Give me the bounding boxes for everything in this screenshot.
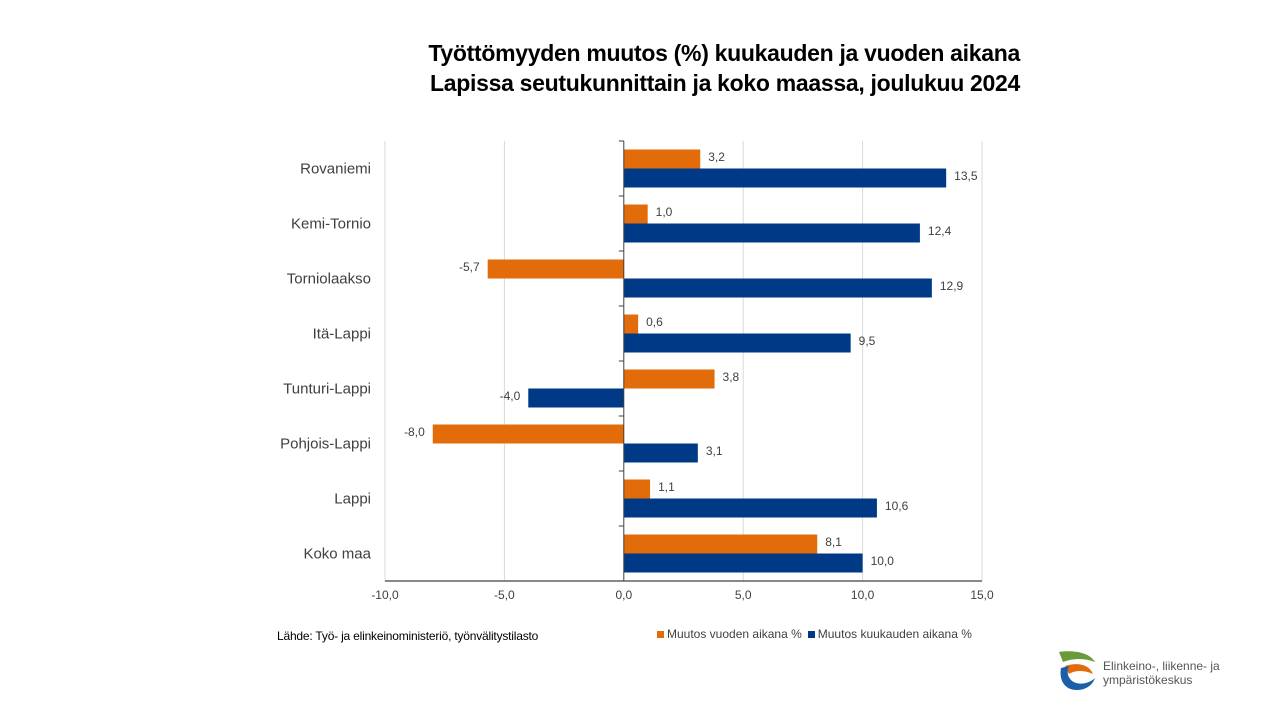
data-label: 10,6: [885, 499, 909, 513]
bar-year: [623, 314, 639, 334]
bar-month: [528, 388, 624, 408]
data-label: 8,1: [825, 535, 842, 549]
data-label: -8,0: [404, 425, 425, 439]
logo-text-line2: ympäristökeskus: [1103, 673, 1193, 687]
data-label: 10,0: [871, 554, 895, 568]
category-label: Itä-Lappi: [313, 325, 371, 342]
category-label: Rovaniemi: [300, 160, 371, 177]
data-label: 9,5: [859, 334, 876, 348]
data-label: 0,6: [646, 315, 663, 329]
data-label: 12,4: [928, 224, 952, 238]
x-tick-label: 15,0: [970, 588, 994, 602]
logo-text: Elinkeino-, liikenne- ja ympäristökeskus: [1103, 659, 1220, 687]
legend-label-month: Muutos kuukauden aikana %: [817, 627, 972, 641]
category-label: Kemi-Tornio: [291, 215, 371, 232]
category-label: Koko maa: [303, 545, 371, 562]
data-label: 3,2: [708, 150, 725, 164]
bar-year: [623, 534, 818, 554]
data-label: 13,5: [954, 169, 978, 183]
bar-year: [432, 424, 624, 444]
x-tick-label: 0,0: [615, 588, 632, 602]
bar-month: [623, 168, 947, 188]
data-label: 12,9: [940, 279, 964, 293]
ely-logo-icon: [1059, 651, 1095, 690]
legend-item-year: Muutos vuoden aikana %: [657, 627, 802, 641]
bar-year: [623, 204, 648, 224]
bar-year: [623, 479, 651, 499]
bar-month: [623, 498, 877, 518]
data-label: 3,1: [706, 444, 723, 458]
bar-year: [623, 369, 715, 389]
bar-month: [623, 278, 932, 298]
legend-swatch-month: [807, 630, 815, 638]
data-label: 1,1: [658, 480, 675, 494]
category-label: Lappi: [334, 490, 371, 507]
chart-title: Työttömyyden muutos (%) kuukauden ja vuo…: [290, 38, 1020, 98]
data-label: 1,0: [656, 205, 673, 219]
x-tick-label: 5,0: [735, 588, 752, 602]
category-label: Pohjois-Lappi: [280, 435, 371, 452]
data-label: -5,7: [459, 260, 480, 274]
category-label: Tunturi-Lappi: [283, 380, 371, 397]
x-tick-label: -10,0: [371, 588, 399, 602]
source-note: Lähde: Työ- ja elinkeinoministeriö, työn…: [277, 629, 539, 643]
bar-year: [623, 149, 701, 169]
legend-item-month: Muutos kuukauden aikana %: [807, 627, 972, 641]
bar-month: [623, 553, 863, 573]
x-tick-label: 10,0: [851, 588, 875, 602]
logo-text-line1: Elinkeino-, liikenne- ja: [1103, 659, 1220, 673]
chart-subtitle: Lapissa seutukunnittain ja koko maassa, …: [430, 70, 1020, 96]
legend-swatch-year: [657, 630, 664, 638]
x-tick-label: -5,0: [494, 588, 515, 602]
legend: Muutos vuoden aikana % Muutos kuukauden …: [657, 627, 978, 641]
bar-month: [623, 223, 920, 243]
chart-title-line1: Työttömyyden muutos (%) kuukauden ja vuo…: [428, 40, 1020, 66]
category-label: Torniolaakso: [287, 270, 371, 287]
data-label: -4,0: [500, 389, 521, 403]
bar-month: [623, 333, 851, 353]
legend-label-year: Muutos vuoden aikana %: [667, 627, 802, 641]
bar-month: [623, 443, 698, 463]
bar-year: [487, 259, 624, 279]
data-label: 3,8: [723, 370, 740, 384]
